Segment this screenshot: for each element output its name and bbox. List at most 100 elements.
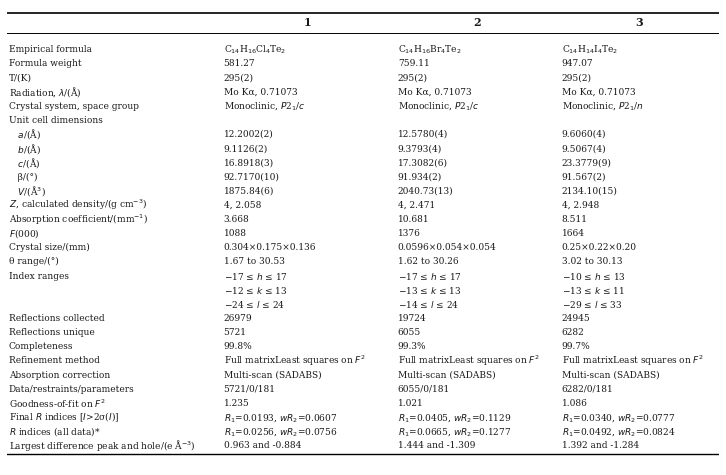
- Text: $R_1$=0.0492, $wR_2$=0.0824: $R_1$=0.0492, $wR_2$=0.0824: [561, 426, 675, 438]
- Text: 1.235: 1.235: [224, 399, 249, 408]
- Text: 0.304×0.175×0.136: 0.304×0.175×0.136: [224, 243, 316, 252]
- Text: Goodness-of-fit on $F^2$: Goodness-of-fit on $F^2$: [9, 397, 106, 409]
- Text: $-$17 ≤ $h$ ≤ 17: $-$17 ≤ $h$ ≤ 17: [224, 271, 287, 282]
- Text: 947.07: 947.07: [561, 59, 593, 68]
- Text: 3: 3: [635, 17, 643, 28]
- Text: 5721: 5721: [224, 328, 247, 337]
- Text: Data/restraints/parameters: Data/restraints/parameters: [9, 385, 134, 394]
- Text: $-$12 ≤ $k$ ≤ 13: $-$12 ≤ $k$ ≤ 13: [224, 285, 287, 296]
- Text: 9.5067(4): 9.5067(4): [561, 144, 606, 153]
- Text: Multi-scan (SADABS): Multi-scan (SADABS): [561, 370, 659, 380]
- Text: 1.392 and -1.284: 1.392 and -1.284: [561, 441, 639, 450]
- Text: Final $R$ indices [$I$>2σ($I$)]: Final $R$ indices [$I$>2σ($I$)]: [9, 411, 119, 424]
- Text: Absorption correction: Absorption correction: [9, 370, 110, 380]
- Text: 92.7170(10): 92.7170(10): [224, 172, 280, 181]
- Text: $R_1$=0.0256, $wR_2$=0.0756: $R_1$=0.0256, $wR_2$=0.0756: [224, 426, 337, 438]
- Text: 1875.84(6): 1875.84(6): [224, 187, 274, 196]
- Text: $F$(000): $F$(000): [9, 227, 39, 240]
- Text: 91.934(2): 91.934(2): [398, 172, 442, 181]
- Text: Radiation, $\lambda$/(Å): Radiation, $\lambda$/(Å): [9, 85, 81, 99]
- Text: 295(2): 295(2): [398, 73, 428, 82]
- Text: 12.5780(4): 12.5780(4): [398, 130, 448, 139]
- Text: 3.668: 3.668: [224, 215, 249, 224]
- Text: 24945: 24945: [561, 314, 590, 323]
- Text: 9.1126(2): 9.1126(2): [224, 144, 268, 153]
- Text: 4, 2.471: 4, 2.471: [398, 201, 435, 210]
- Text: Monoclinic, $P$2$_1$/$c$: Monoclinic, $P$2$_1$/$c$: [398, 100, 479, 112]
- Text: 1.021: 1.021: [398, 399, 423, 408]
- Text: 17.3082(6): 17.3082(6): [398, 158, 448, 167]
- Text: Monoclinic, $P$2$_1$/$n$: Monoclinic, $P$2$_1$/$n$: [561, 100, 643, 112]
- Text: Formula weight: Formula weight: [9, 59, 81, 68]
- Text: 12.2002(2): 12.2002(2): [224, 130, 273, 139]
- Text: 1.086: 1.086: [561, 399, 587, 408]
- Text: θ range/(°): θ range/(°): [9, 257, 58, 266]
- Text: 19724: 19724: [398, 314, 426, 323]
- Text: $-$17 ≤ $h$ ≤ 17: $-$17 ≤ $h$ ≤ 17: [398, 271, 462, 282]
- Text: $R_1$=0.0405, $wR_2$=0.1129: $R_1$=0.0405, $wR_2$=0.1129: [398, 412, 511, 424]
- Text: Full matrixLeast squares on $F^2$: Full matrixLeast squares on $F^2$: [398, 354, 540, 368]
- Text: $R$ indices (all data)*: $R$ indices (all data)*: [9, 425, 100, 438]
- Text: Reflections unique: Reflections unique: [9, 328, 94, 337]
- Text: Crystal system, space group: Crystal system, space group: [9, 102, 139, 111]
- Text: 4, 2.948: 4, 2.948: [561, 201, 599, 210]
- Text: 1088: 1088: [224, 229, 247, 238]
- Text: Empirical formula: Empirical formula: [9, 45, 91, 54]
- Text: Multi-scan (SADABS): Multi-scan (SADABS): [398, 370, 495, 380]
- Text: 2134.10(15): 2134.10(15): [561, 187, 617, 196]
- Text: 4, 2.058: 4, 2.058: [224, 201, 261, 210]
- Text: 6282/0/181: 6282/0/181: [561, 385, 613, 394]
- Text: 1.444 and -1.309: 1.444 and -1.309: [398, 441, 476, 450]
- Text: C$_{14}$H$_{16}$Br$_4$Te$_2$: C$_{14}$H$_{16}$Br$_4$Te$_2$: [398, 43, 462, 56]
- Text: 6282: 6282: [561, 328, 584, 337]
- Text: $-$13 ≤ $k$ ≤ 13: $-$13 ≤ $k$ ≤ 13: [398, 285, 461, 296]
- Text: 2040.73(13): 2040.73(13): [398, 187, 454, 196]
- Text: $V$/(Å$^3$): $V$/(Å$^3$): [9, 184, 46, 198]
- Text: 3.02 to 30.13: 3.02 to 30.13: [561, 257, 622, 266]
- Text: 23.3779(9): 23.3779(9): [561, 158, 611, 167]
- Text: $-$14 ≤ $l$ ≤ 24: $-$14 ≤ $l$ ≤ 24: [398, 299, 459, 310]
- Text: $R_1$=0.0665, $wR_2$=0.1277: $R_1$=0.0665, $wR_2$=0.1277: [398, 426, 511, 438]
- Text: 6055/0/181: 6055/0/181: [398, 385, 450, 394]
- Text: 1.67 to 30.53: 1.67 to 30.53: [224, 257, 285, 266]
- Text: Monoclinic, $P$2$_1$/$c$: Monoclinic, $P$2$_1$/$c$: [224, 100, 305, 112]
- Text: Full matrixLeast squares on $F^2$: Full matrixLeast squares on $F^2$: [224, 354, 366, 368]
- Text: $R_1$=0.0193, $wR_2$=0.0607: $R_1$=0.0193, $wR_2$=0.0607: [224, 412, 337, 424]
- Text: Mo Kα, 0.71073: Mo Kα, 0.71073: [398, 87, 471, 96]
- Text: 0.0596×0.054×0.054: 0.0596×0.054×0.054: [398, 243, 497, 252]
- Text: 759.11: 759.11: [398, 59, 430, 68]
- Text: Refinement method: Refinement method: [9, 357, 99, 365]
- Text: T/(K): T/(K): [9, 73, 32, 82]
- Text: 8.511: 8.511: [561, 215, 587, 224]
- Text: 295(2): 295(2): [561, 73, 592, 82]
- Text: 26979: 26979: [224, 314, 252, 323]
- Text: 2: 2: [473, 17, 481, 28]
- Text: $R_1$=0.0340, $wR_2$=0.0777: $R_1$=0.0340, $wR_2$=0.0777: [561, 412, 675, 424]
- Text: 9.3793(4): 9.3793(4): [398, 144, 442, 153]
- Text: $-$29 ≤ $l$ ≤ 33: $-$29 ≤ $l$ ≤ 33: [561, 299, 622, 310]
- Text: Completeness: Completeness: [9, 342, 73, 352]
- Text: C$_{14}$H$_{16}$Cl$_4$Te$_2$: C$_{14}$H$_{16}$Cl$_4$Te$_2$: [224, 43, 286, 56]
- Text: β/(°): β/(°): [9, 172, 37, 181]
- Text: $Z$, calculated density/(g cm$^{-3}$): $Z$, calculated density/(g cm$^{-3}$): [9, 198, 147, 212]
- Text: 99.7%: 99.7%: [561, 342, 590, 352]
- Text: 1376: 1376: [398, 229, 421, 238]
- Text: C$_{14}$H$_{14}$I$_4$Te$_2$: C$_{14}$H$_{14}$I$_4$Te$_2$: [561, 43, 618, 56]
- Text: Multi-scan (SADABS): Multi-scan (SADABS): [224, 370, 321, 380]
- Text: Reflections collected: Reflections collected: [9, 314, 105, 323]
- Text: 99.3%: 99.3%: [398, 342, 426, 352]
- Text: $b$/(Å): $b$/(Å): [9, 142, 41, 156]
- Text: 1.62 to 30.26: 1.62 to 30.26: [398, 257, 459, 266]
- Text: Largest difference peak and hole/(e Å$^{-3}$): Largest difference peak and hole/(e Å$^{…: [9, 438, 195, 454]
- Text: $a$/(Å): $a$/(Å): [9, 127, 41, 142]
- Text: 91.567(2): 91.567(2): [561, 172, 606, 181]
- Text: 6055: 6055: [398, 328, 421, 337]
- Text: 5721/0/181: 5721/0/181: [224, 385, 276, 394]
- Text: Index ranges: Index ranges: [9, 272, 69, 281]
- Text: 0.963 and -0.884: 0.963 and -0.884: [224, 441, 301, 450]
- Text: 295(2): 295(2): [224, 73, 253, 82]
- Text: Mo Kα, 0.71073: Mo Kα, 0.71073: [561, 87, 635, 96]
- Text: 0.25×0.22×0.20: 0.25×0.22×0.20: [561, 243, 637, 252]
- Text: 10.681: 10.681: [398, 215, 430, 224]
- Text: Full matrixLeast squares on $F^2$: Full matrixLeast squares on $F^2$: [561, 354, 703, 368]
